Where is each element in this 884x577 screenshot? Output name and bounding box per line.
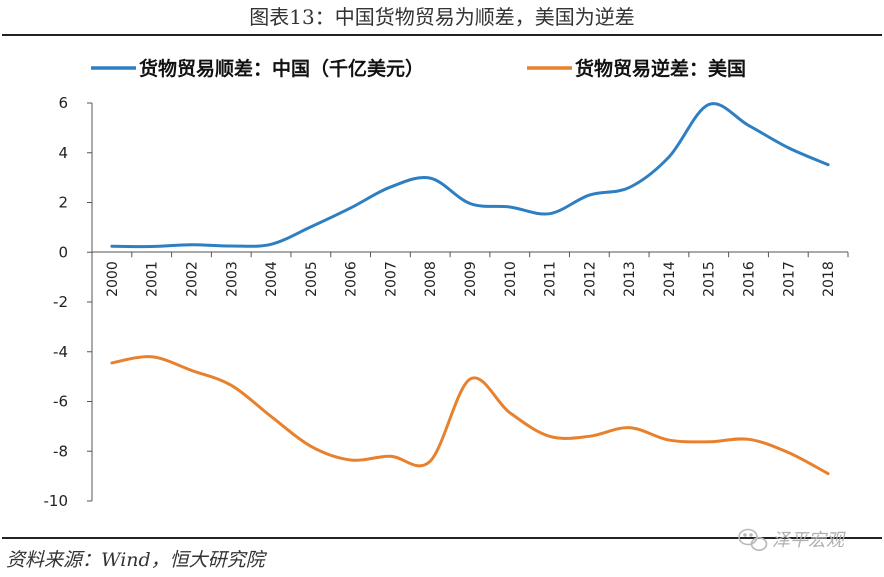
y-tick-group: 6 4 2 0 -2 -4 -6 -8 -10 <box>44 94 92 510</box>
x-tick-label: 2018 <box>821 261 837 297</box>
x-tick-label: 2002 <box>184 261 200 297</box>
x-tick-label: 2014 <box>662 261 678 297</box>
x-tick-label: 2006 <box>344 261 360 297</box>
y-tick-label: -8 <box>53 442 68 460</box>
wechat-icon <box>738 528 768 551</box>
x-tick-group: 2000 2001 2002 2003 2004 2005 2006 2007 2008 2009… <box>91 252 849 297</box>
legend-label-us: 货物贸易逆差：美国 <box>575 57 746 80</box>
x-tick-label: 2011 <box>543 261 559 297</box>
axes <box>91 103 848 501</box>
series-line-china <box>110 102 830 249</box>
x-tick-label: 2008 <box>423 261 439 297</box>
x-tick-label: 2009 <box>463 261 479 297</box>
x-tick-label: 2004 <box>264 261 280 297</box>
source-note: 资料来源：Wind，恒大研究院 <box>6 549 268 571</box>
y-tick-label: 2 <box>58 194 68 212</box>
x-tick-label: 2001 <box>145 261 161 297</box>
legend-label-china: 货物贸易顺差：中国（千亿美元） <box>139 57 424 80</box>
legend: 货物贸易顺差：中国（千亿美元） 货物贸易逆差：美国 <box>91 57 746 80</box>
x-tick-label: 2016 <box>742 261 758 297</box>
x-tick-label: 2017 <box>781 261 797 297</box>
x-tick-label: 2012 <box>582 261 598 297</box>
y-tick-label: -4 <box>53 343 68 361</box>
y-tick-label: -10 <box>44 492 69 510</box>
figure-title: 图表13：中国货物贸易为顺差，美国为逆差 <box>249 5 634 29</box>
y-tick-label: 0 <box>58 243 68 261</box>
x-tick-label: 2007 <box>383 261 399 297</box>
y-tick-label: 4 <box>58 144 68 162</box>
watermark-text: 泽平宏观 <box>772 530 846 551</box>
x-tick-label: 2005 <box>304 261 320 297</box>
watermark: 泽平宏观 <box>738 528 846 551</box>
y-tick-label: -2 <box>53 293 68 311</box>
x-tick-label: 2013 <box>622 261 638 297</box>
x-tick-label: 2000 <box>105 261 121 297</box>
y-tick-label: -6 <box>53 393 68 411</box>
series-line-us <box>110 355 830 476</box>
x-tick-label: 2003 <box>224 261 240 297</box>
series-layer <box>110 102 830 476</box>
x-tick-label: 2015 <box>702 261 718 297</box>
x-tick-label: 2010 <box>503 261 519 297</box>
y-tick-label: 6 <box>58 94 68 112</box>
